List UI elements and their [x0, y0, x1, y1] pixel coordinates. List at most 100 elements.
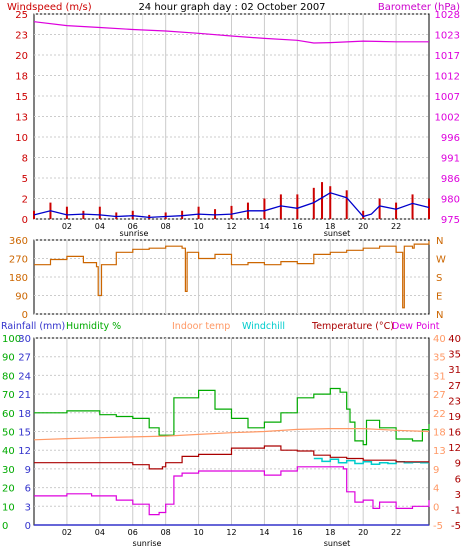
- wind-tick-label: 5: [22, 174, 28, 185]
- x-tick-label: 20: [358, 222, 368, 231]
- grid-lines: [34, 13, 429, 526]
- baro-tick-label: 1028: [435, 10, 460, 21]
- baro-tick-label: 1002: [435, 113, 460, 124]
- baro-tick-label: 991: [441, 154, 460, 165]
- x-tick-label: 04: [95, 528, 105, 537]
- compass-label: N: [436, 236, 443, 247]
- barometer-line: [33, 21, 429, 44]
- x-tick-label: 14: [259, 528, 269, 537]
- humidity-tick-label: 70: [2, 390, 15, 401]
- dewpoint-line: [34, 466, 430, 516]
- humidity-tick-label: 10: [2, 502, 15, 513]
- wind-tick-label: 18: [15, 72, 28, 83]
- wind-tick-label: 10: [15, 133, 28, 144]
- temp-tick-label: 3: [455, 490, 461, 501]
- temp-tick-label: 9: [455, 459, 461, 470]
- rain-tick-label: 0: [25, 521, 31, 532]
- rain-tick-label: 3: [25, 502, 31, 513]
- x-tick-label: 12: [226, 528, 236, 537]
- temp-tick-label: 27: [448, 381, 461, 392]
- x-tick-label: 16: [292, 222, 302, 231]
- compass-label: W: [436, 255, 446, 266]
- winddir-tick-label: 180: [9, 273, 28, 284]
- humidity-tick-label: 20: [2, 484, 15, 495]
- baro-tick-label: 1017: [435, 51, 460, 62]
- x-tick-label: 18: [325, 528, 335, 537]
- rain-tick-label: 24: [18, 371, 31, 382]
- x-tick-label: 20: [358, 528, 368, 537]
- indoor-tick-label: 4: [433, 484, 439, 495]
- x-tick-label: 22: [391, 528, 401, 537]
- indoor-tick-label: 0: [433, 502, 439, 513]
- humidity-tick-label: 40: [2, 446, 15, 457]
- sunrise-label-bottom: sunrise: [133, 539, 162, 548]
- windspeed-axis-title: Windspeed (m/s): [7, 2, 92, 13]
- temp-tick-label: 35: [448, 350, 461, 361]
- temp-tick-label: 19: [448, 412, 461, 423]
- x-tick-label: 16: [292, 528, 302, 537]
- rainfall-label: Rainfall (mm): [1, 321, 65, 332]
- sunset-label-top: sunset: [324, 229, 351, 238]
- temperature-label: Temperature (°C): [311, 321, 394, 332]
- wind-tick-label: 15: [15, 92, 28, 103]
- temperature-line: [34, 445, 430, 470]
- windspeed-line: [33, 192, 430, 219]
- x-tick-label: 18: [325, 222, 335, 231]
- indoor-temp-line: [33, 428, 430, 441]
- humidity-tick-label: 50: [2, 428, 15, 439]
- series-lines: [33, 21, 430, 526]
- chart-title: 24 hour graph day : 02 October 2007: [138, 2, 325, 13]
- humidity-tick-label: 30: [2, 465, 15, 476]
- indoor-tick-label: 9: [433, 465, 439, 476]
- winddir-tick-label: 90: [15, 292, 28, 303]
- baro-tick-label: 996: [441, 133, 460, 144]
- winddir-tick-label: 360: [9, 236, 28, 247]
- rain-tick-label: 12: [18, 446, 31, 457]
- rain-tick-label: 27: [18, 353, 31, 364]
- humidity-tick-label: 90: [2, 353, 15, 364]
- temp-tick-label: -5: [451, 521, 461, 532]
- rain-tick-label: 15: [18, 428, 31, 439]
- x-tick-label: 08: [161, 528, 171, 537]
- rain-tick-label: 9: [25, 465, 31, 476]
- x-tick-label: 14: [259, 222, 269, 231]
- rain-tick-label: 18: [18, 409, 31, 420]
- temp-tick-label: 40: [448, 334, 461, 345]
- dewpoint-label: Dew Point: [392, 321, 440, 332]
- rain-tick-label: 21: [18, 390, 31, 401]
- compass-label: S: [436, 273, 442, 284]
- baro-tick-label: 1012: [435, 72, 460, 83]
- humidity-tick-label: 100: [2, 334, 21, 345]
- compass-label: E: [436, 292, 442, 303]
- wind-tick-label: 25: [15, 10, 28, 21]
- x-tick-label: 10: [193, 528, 203, 537]
- baro-tick-label: 980: [441, 195, 460, 206]
- x-tick-label: 04: [95, 222, 105, 231]
- windchill-line: [313, 457, 429, 466]
- humidity-tick-label: 0: [2, 521, 8, 532]
- sunrise-label-top: sunrise: [120, 229, 149, 238]
- humidity-label: Humidity %: [66, 321, 121, 332]
- barometer-axis-title: Barometer (hPa): [378, 2, 460, 13]
- x-tick-label: 02: [62, 222, 72, 231]
- baro-tick-label: 1007: [435, 92, 460, 103]
- x-tick-label: 10: [193, 222, 203, 231]
- humidity-line: [34, 387, 430, 446]
- temp-tick-label: 16: [448, 428, 461, 439]
- indoor-tick-label: 35: [433, 353, 446, 364]
- indoor-tick-label: 18: [433, 428, 446, 439]
- humidity-tick-label: 80: [2, 371, 15, 382]
- temp-tick-label: 31: [448, 365, 461, 376]
- compass-label: N: [436, 310, 443, 321]
- baro-tick-label: 986: [441, 174, 460, 185]
- rain-tick-label: 6: [25, 484, 31, 495]
- rain-tick-label: 30: [18, 334, 31, 345]
- x-tick-label: 06: [128, 528, 138, 537]
- x-tick-label: 12: [226, 222, 236, 231]
- temp-tick-label: 12: [448, 443, 461, 454]
- x-tick-label: 02: [62, 528, 72, 537]
- winddir-tick-label: 0: [22, 310, 28, 321]
